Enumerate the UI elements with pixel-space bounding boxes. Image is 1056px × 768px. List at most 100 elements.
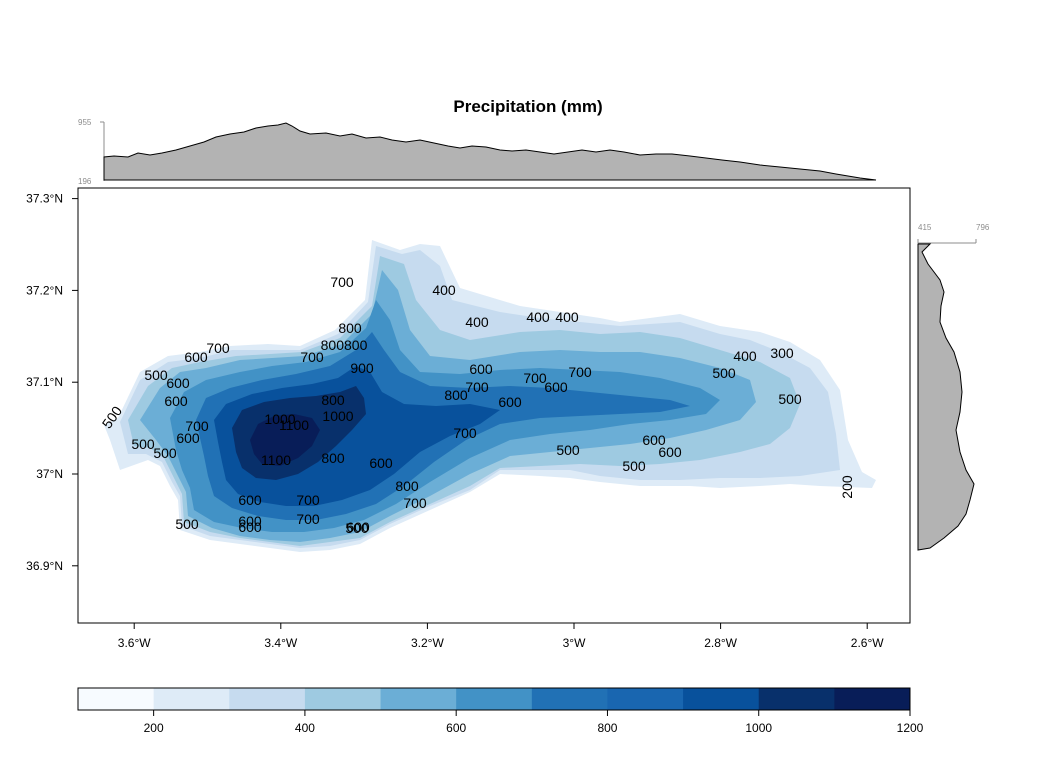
colorbar: 200 400 600 800 1000 1200 xyxy=(77,687,924,735)
colorbar-swatch xyxy=(531,688,608,710)
colorbar-tick-label: 800 xyxy=(597,721,617,735)
contour-label: 700 xyxy=(296,511,320,527)
contour-label: 500 xyxy=(153,445,177,461)
contour-label: 700 xyxy=(206,340,230,356)
right-margin-min-label: 415 xyxy=(918,223,932,232)
contour-label: 400 xyxy=(526,309,550,325)
contour-label: 800 xyxy=(321,450,345,466)
contour-label: 600 xyxy=(238,519,262,535)
colorbar-tick-label: 600 xyxy=(446,721,466,735)
colorbar-swatch xyxy=(229,688,306,710)
colorbar-swatch xyxy=(304,688,382,710)
y-axis-tick-label: 36.9°N xyxy=(26,559,63,573)
colorbar-swatch xyxy=(78,688,155,710)
colorbar-swatch xyxy=(834,688,911,710)
colorbar-tick-label: 1000 xyxy=(745,721,772,735)
contour-label: 600 xyxy=(369,455,393,471)
x-axis-tick-label: 2.6°W xyxy=(851,636,884,650)
colorbar-swatch xyxy=(607,688,684,710)
contour-label: 600 xyxy=(642,432,666,448)
colorbar-frame xyxy=(77,687,911,711)
contour-label: 400 xyxy=(432,282,456,298)
contour-label: 800 xyxy=(395,478,419,494)
contour-label: 700 xyxy=(296,492,320,508)
contour-label: 400 xyxy=(555,309,579,325)
colorbar-ticks: 200 400 600 800 1000 1200 xyxy=(144,710,924,735)
contour-label: 600 xyxy=(498,394,522,410)
contour-label: 600 xyxy=(184,349,208,365)
colorbar-swatch xyxy=(683,688,760,710)
contour-label: 700 xyxy=(568,364,592,380)
contour-label: 1000 xyxy=(264,411,295,427)
contour-label: 600 xyxy=(544,379,568,395)
contour-label: 600 xyxy=(166,375,190,391)
y-axis-tick-label: 37°N xyxy=(36,467,63,481)
contour-label: 400 xyxy=(465,314,489,330)
contour-label: 700 xyxy=(523,370,547,386)
precipitation-contour-fill xyxy=(104,240,876,552)
y-axis: 37.3°N 37.2°N 37.1°N 37°N 36.9°N xyxy=(26,192,78,573)
right-profile-area xyxy=(917,243,975,551)
contour-label: 500 xyxy=(778,391,802,407)
contour-label: 200 xyxy=(839,475,855,499)
contour-label: 900 xyxy=(350,360,374,376)
x-axis-tick-label: 3.2°W xyxy=(411,636,444,650)
contour-label: 800 xyxy=(338,320,362,336)
x-axis: 3.6°W 3.4°W 3.2°W 3°W 2.8°W 2.6°W xyxy=(118,623,884,650)
contour-label: 800 xyxy=(321,392,345,408)
top-margin-min-label: 196 xyxy=(78,177,92,186)
contour-label: 600 xyxy=(469,361,493,377)
right-marginal-profile: 415 796 xyxy=(917,223,990,551)
contour-label: 800800 xyxy=(321,337,368,353)
colorbar-swatch xyxy=(456,688,533,710)
contour-label: 300 xyxy=(770,345,794,361)
x-axis-tick-label: 2.8°W xyxy=(704,636,737,650)
plot-title: Precipitation (mm) xyxy=(453,97,603,116)
x-axis-tick-label: 3.6°W xyxy=(118,636,151,650)
contour-label: 500 xyxy=(556,442,580,458)
colorbar-swatch xyxy=(758,688,835,710)
top-profile-area xyxy=(103,122,877,181)
contour-band-1000 xyxy=(250,414,320,466)
contour-label: 800 xyxy=(444,387,468,403)
top-marginal-profile: 955 196 xyxy=(78,118,877,186)
right-margin-max-label: 796 xyxy=(976,223,990,232)
contour-label: 500 xyxy=(345,520,369,536)
top-margin-max-label: 955 xyxy=(78,118,92,127)
y-axis-tick-label: 37.3°N xyxy=(26,192,63,206)
y-axis-tick-label: 37.2°N xyxy=(26,283,63,297)
contour-label: 1100 xyxy=(279,417,309,433)
contour-label: 600 xyxy=(238,513,262,529)
x-axis-tick-label: 3°W xyxy=(563,636,586,650)
contour-label: 700 xyxy=(403,495,427,511)
colorbar-swatch xyxy=(153,688,230,710)
colorbar-tick-label: 1200 xyxy=(897,721,924,735)
contour-label: 700 xyxy=(300,349,324,365)
colorbar-tick-label: 400 xyxy=(295,721,315,735)
contour-label: 600 xyxy=(238,492,262,508)
contour-label: 500 xyxy=(622,458,646,474)
contour-label: 500 xyxy=(144,367,168,383)
contour-label: 600 xyxy=(176,430,200,446)
contour-label: 700 xyxy=(185,418,209,434)
contour-label: 1000 xyxy=(322,408,353,424)
x-axis-tick-label: 3.4°W xyxy=(264,636,297,650)
map-panel-frame xyxy=(77,187,911,624)
contour-label: 500 xyxy=(175,516,199,532)
contour-label: 500 xyxy=(131,436,155,452)
contour-label: 400 xyxy=(733,348,757,364)
contour-label: 600 xyxy=(346,519,370,535)
contour-label: 700 xyxy=(330,274,354,290)
contour-label: 600 xyxy=(164,393,188,409)
y-axis-tick-label: 37.1°N xyxy=(26,375,63,389)
colorbar-tick-label: 200 xyxy=(144,721,164,735)
contour-label: 700 xyxy=(453,425,477,441)
contour-label: 1100 xyxy=(261,452,291,468)
contour-label: 600 xyxy=(658,444,682,460)
contour-label: 500 xyxy=(712,365,736,381)
colorbar-swatches xyxy=(78,688,911,710)
colorbar-swatch xyxy=(380,688,457,710)
